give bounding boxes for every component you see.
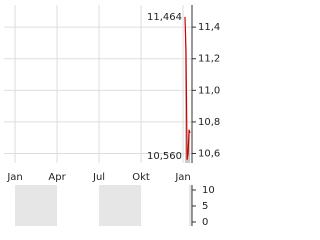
volume-band: [189, 185, 192, 226]
annotation: 11,464: [147, 12, 182, 23]
price-line: [184, 16, 191, 160]
y-tick-label: 10,8: [198, 117, 220, 128]
stock-chart: Jan Apr Jul Okt Jan 11,4 11,2 11,0 10,8 10,6 11,46…: [4, 5, 221, 228]
volume-y-tick-label: 10: [202, 185, 215, 196]
volume-y-tick-label: 5: [202, 201, 208, 212]
x-tick-label: Okt: [132, 172, 150, 183]
volume-y-tick-label: 0: [202, 217, 208, 228]
y-tick-label: 11,2: [198, 54, 220, 65]
x-tick-label: Jan: [6, 172, 22, 183]
x-tick-label: Jul: [92, 172, 105, 183]
x-tick-label: Jan: [174, 172, 190, 183]
y-tick-label: 11,0: [198, 85, 220, 96]
volume-band: [15, 185, 58, 226]
annotation: 10,560: [147, 151, 182, 162]
x-tick-label: Apr: [48, 172, 66, 183]
y-tick-label: 10,6: [198, 149, 220, 160]
volume-band: [99, 185, 142, 226]
y-tick-label: 11,4: [198, 22, 220, 33]
